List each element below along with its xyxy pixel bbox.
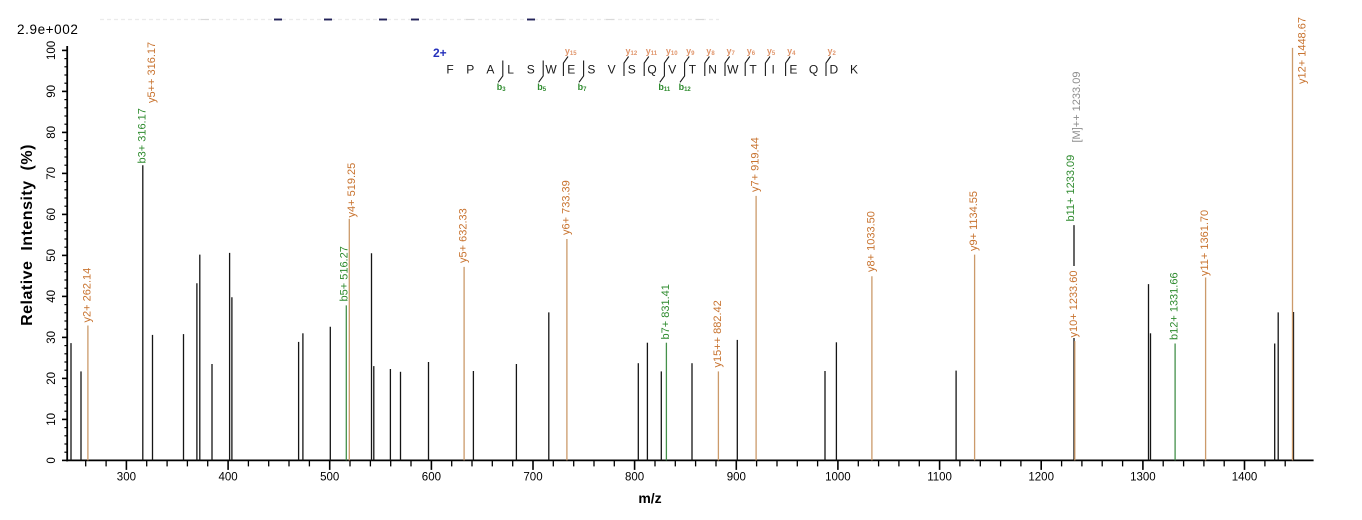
svg-text:1400: 1400	[1232, 472, 1258, 484]
svg-text:20: 20	[46, 372, 58, 385]
svg-text:y11+ 1361.70: y11+ 1361.70	[1199, 210, 1211, 276]
svg-text:1100: 1100	[927, 472, 952, 484]
svg-text:W: W	[545, 62, 557, 76]
svg-text:D: D	[829, 62, 838, 76]
svg-text:y15: y15	[565, 46, 577, 57]
svg-text:y5+ 632.33: y5+ 632.33	[458, 208, 470, 263]
svg-text:70: 70	[46, 167, 58, 180]
svg-text:b3+ 316.17: b3+ 316.17	[136, 108, 148, 163]
svg-text:40: 40	[46, 290, 58, 303]
svg-text:60: 60	[46, 208, 58, 221]
svg-text:y4: y4	[787, 46, 796, 57]
svg-text:y12+ 1448.67: y12+ 1448.67	[1297, 17, 1309, 84]
svg-text:y4+ 519.25: y4+ 519.25	[346, 163, 358, 218]
svg-text:y6+ 733.39: y6+ 733.39	[561, 180, 573, 235]
svg-text:b11: b11	[658, 82, 671, 93]
svg-text:800: 800	[625, 472, 644, 484]
svg-text:b7: b7	[578, 82, 588, 93]
svg-text:0: 0	[46, 457, 58, 463]
svg-text:E: E	[789, 62, 797, 76]
svg-text:50: 50	[46, 249, 58, 262]
svg-text:b12: b12	[679, 82, 692, 93]
svg-text:1200: 1200	[1028, 472, 1054, 484]
svg-text:T: T	[689, 62, 697, 76]
svg-text:y2+ 262.14: y2+ 262.14	[82, 268, 94, 323]
svg-text:S: S	[628, 62, 636, 76]
svg-text:700: 700	[523, 472, 542, 484]
svg-text:y5: y5	[767, 46, 776, 57]
svg-text:400: 400	[219, 472, 238, 484]
svg-text:S: S	[587, 62, 595, 76]
svg-text:b3: b3	[497, 82, 507, 93]
svg-text:E: E	[567, 62, 575, 76]
svg-text:b7+ 831.41: b7+ 831.41	[660, 284, 672, 339]
svg-text:I: I	[772, 62, 775, 76]
svg-text:300: 300	[117, 472, 136, 484]
svg-text:2.9e+002: 2.9e+002	[17, 22, 78, 37]
svg-text:30: 30	[46, 331, 58, 344]
svg-text:100: 100	[46, 41, 58, 60]
svg-text:80: 80	[46, 126, 58, 139]
svg-text:2+: 2+	[433, 46, 447, 60]
svg-text:y7: y7	[727, 46, 736, 57]
svg-text:1300: 1300	[1130, 472, 1156, 484]
svg-text:A: A	[486, 62, 494, 76]
svg-text:y7+ 919.44: y7+ 919.44	[750, 137, 762, 192]
svg-text:600: 600	[422, 472, 441, 484]
svg-text:b11+ 1233.09: b11+ 1233.09	[1065, 155, 1077, 222]
svg-text:N: N	[708, 62, 717, 76]
svg-text:P: P	[466, 62, 474, 76]
svg-text:Q: Q	[647, 62, 656, 76]
svg-text:K: K	[850, 62, 858, 76]
svg-text:b5+ 516.27: b5+ 516.27	[339, 246, 351, 301]
svg-text:y2: y2	[828, 46, 837, 57]
svg-text:V: V	[668, 62, 676, 76]
svg-text:90: 90	[46, 85, 58, 98]
svg-text:[M]++ 1233.09: [M]++ 1233.09	[1071, 72, 1083, 143]
svg-text:y8+ 1033.50: y8+ 1033.50	[866, 211, 878, 272]
svg-text:V: V	[608, 62, 616, 76]
svg-text:y6: y6	[747, 46, 756, 57]
svg-text:Q: Q	[809, 62, 818, 76]
svg-text:y9: y9	[686, 46, 695, 57]
svg-text:y11: y11	[646, 46, 658, 57]
svg-text:b12+ 1331.66: b12+ 1331.66	[1169, 272, 1181, 340]
svg-text:y5++ 316.17: y5++ 316.17	[146, 42, 158, 103]
svg-text:Relative Intensity (%): Relative Intensity (%)	[19, 144, 36, 326]
svg-text:y9+ 1134.55: y9+ 1134.55	[968, 191, 980, 251]
svg-text:1000: 1000	[825, 472, 851, 484]
svg-text:y8: y8	[706, 46, 715, 57]
svg-text:y12: y12	[626, 46, 638, 57]
svg-text:b5: b5	[537, 82, 547, 93]
svg-text:y10+ 1233.60: y10+ 1233.60	[1068, 271, 1080, 338]
svg-text:y10: y10	[666, 46, 678, 57]
svg-text:y15++ 882.42: y15++ 882.42	[712, 300, 724, 367]
svg-text:T: T	[749, 62, 757, 76]
svg-text:L: L	[507, 62, 514, 76]
svg-text:S: S	[527, 62, 535, 76]
svg-text:m/z: m/z	[638, 490, 661, 506]
svg-text:F: F	[446, 62, 453, 76]
svg-text:500: 500	[320, 472, 339, 484]
svg-text:900: 900	[727, 472, 746, 484]
svg-text:W: W	[727, 62, 739, 76]
svg-text:10: 10	[46, 413, 58, 426]
